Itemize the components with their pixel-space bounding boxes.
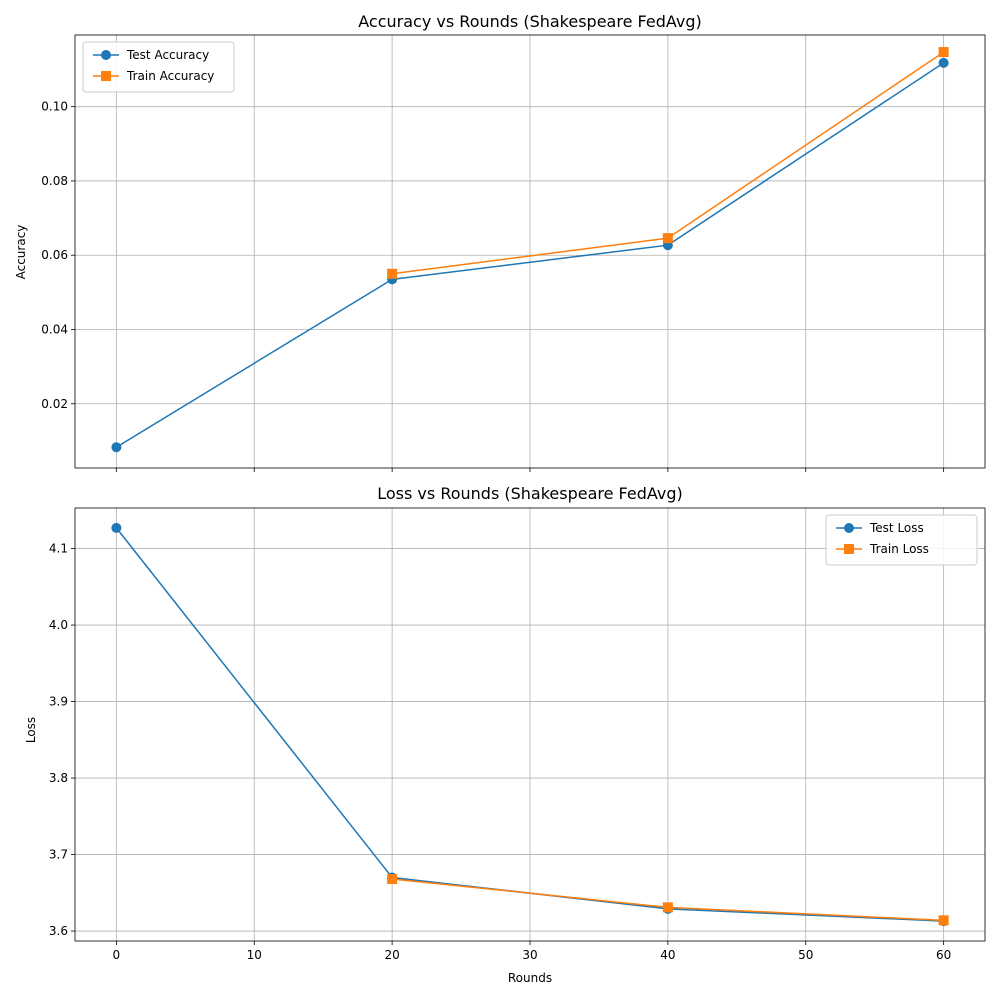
loss-x-tick-label: 50 [798,948,813,962]
test-accuracy-legend-marker [101,50,111,60]
rounds-x-axis-label: Rounds [508,971,552,985]
accuracy-chart-title: Accuracy vs Rounds (Shakespeare FedAvg) [358,12,701,31]
loss-y-tick-label: 4.1 [49,542,68,556]
train-accuracy-legend-label: Train Accuracy [126,69,214,83]
accuracy-y-tick-label: 0.04 [41,322,68,336]
train-loss-point [387,874,398,885]
loss-x-tick-label: 40 [660,948,675,962]
loss-legend-box [825,514,978,566]
loss-x-tick-label: 60 [936,948,951,962]
loss-x-tick-label: 10 [247,948,262,962]
accuracy-legend: Test Accuracy Train Accuracy [82,41,235,93]
test-accuracy-point [938,57,949,68]
loss-y-tick-label: 3.8 [49,771,68,785]
train-accuracy-point [387,268,398,279]
loss-axes-frame [74,507,986,942]
accuracy-legend-box [82,41,235,93]
accuracy-y-tick-label: 0.10 [41,100,68,114]
loss-x-tick-label: 30 [522,948,537,962]
loss-legend: Test Loss Train Loss [825,514,978,566]
train-loss-point [938,915,949,926]
accuracy-y-tick-label: 0.08 [41,174,68,188]
train-loss-point [662,902,673,913]
test-accuracy-point [111,442,122,453]
loss-y-tick-label: 3.6 [49,924,68,938]
test-accuracy-legend-label: Test Accuracy [126,48,209,62]
loss-chart-title: Loss vs Rounds (Shakespeare FedAvg) [377,484,683,503]
loss-y-axis-label: Loss [24,717,38,743]
train-accuracy-legend-marker [101,71,111,81]
test-accuracy-line [115,62,945,448]
loss-y-tick-label: 4.0 [49,618,68,632]
loss-y-tick-label: 3.9 [49,695,68,709]
train-loss-legend-marker [844,544,854,554]
loss-y-tick-label: 3.7 [49,848,68,862]
accuracy-axes-frame [74,34,986,469]
loss-x-tick-label: 0 [113,948,121,962]
train-accuracy-point [662,233,673,244]
loss-x-tick-label: 20 [384,948,399,962]
test-loss-point [111,522,122,533]
accuracy-y-tick-label: 0.02 [41,397,68,411]
train-loss-legend-label: Train Loss [869,542,929,556]
test-loss-legend-label: Test Loss [869,521,924,535]
accuracy-chart: Accuracy vs Rounds (Shakespeare FedAvg) … [14,12,986,472]
accuracy-y-axis-label: Accuracy [14,225,28,280]
test-loss-legend-marker [844,523,854,533]
train-accuracy-point [938,47,949,58]
accuracy-y-tick-label: 0.06 [41,248,68,262]
loss-chart: Loss vs Rounds (Shakespeare FedAvg) Loss… [24,484,986,985]
